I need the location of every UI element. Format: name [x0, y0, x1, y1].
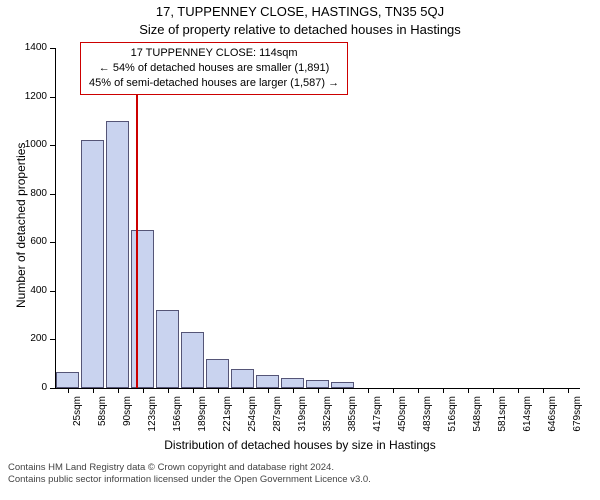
x-tick-mark [368, 388, 369, 393]
x-tick-mark [568, 388, 569, 393]
histogram-bar [131, 230, 155, 388]
info-line-larger: 45% of semi-detached houses are larger (… [89, 76, 339, 91]
x-tick-mark [443, 388, 444, 393]
x-tick-mark [418, 388, 419, 393]
x-tick-mark [93, 388, 94, 393]
x-tick-mark [143, 388, 144, 393]
footer-attribution: Contains HM Land Registry data © Crown c… [8, 462, 371, 487]
y-axis-line [55, 48, 56, 388]
y-tick-mark [50, 388, 55, 389]
info-line-smaller: ← 54% of detached houses are smaller (1,… [89, 61, 339, 76]
info-line-property: 17 TUPPENNEY CLOSE: 114sqm [89, 46, 339, 61]
histogram-bar [281, 378, 305, 388]
footer-line2: Contains public sector information licen… [8, 474, 371, 486]
x-tick-mark [518, 388, 519, 393]
chart-title-subtitle: Size of property relative to detached ho… [0, 22, 600, 37]
y-tick-label: 200 [15, 333, 47, 344]
x-tick-mark [543, 388, 544, 393]
x-tick-mark [68, 388, 69, 393]
x-axis-label: Distribution of detached houses by size … [0, 438, 600, 452]
x-tick-mark [193, 388, 194, 393]
chart-title-address: 17, TUPPENNEY CLOSE, HASTINGS, TN35 5QJ [0, 4, 600, 19]
histogram-bar [206, 359, 230, 388]
y-tick-mark [50, 242, 55, 243]
x-tick-mark [393, 388, 394, 393]
x-tick-mark [318, 388, 319, 393]
x-tick-mark [293, 388, 294, 393]
histogram-bar [181, 332, 205, 388]
y-tick-mark [50, 97, 55, 98]
y-tick-label: 0 [15, 382, 47, 393]
histogram-bar [81, 140, 105, 388]
y-tick-label: 1200 [15, 91, 47, 102]
footer-line1: Contains HM Land Registry data © Crown c… [8, 462, 371, 474]
histogram-bar [106, 121, 130, 388]
x-tick-mark [468, 388, 469, 393]
y-tick-mark [50, 194, 55, 195]
x-tick-mark [118, 388, 119, 393]
x-tick-mark [218, 388, 219, 393]
x-tick-mark [268, 388, 269, 393]
y-tick-mark [50, 339, 55, 340]
histogram-bar [231, 369, 255, 388]
y-tick-mark [50, 145, 55, 146]
histogram-bar [56, 372, 80, 388]
histogram-bar [306, 380, 330, 389]
x-tick-mark [168, 388, 169, 393]
y-axis-label: Number of detached properties [14, 143, 28, 308]
x-tick-mark [493, 388, 494, 393]
plot-area: 020040060080010001200140025sqm58sqm90sqm… [55, 48, 580, 388]
y-tick-label: 1400 [15, 42, 47, 53]
x-tick-mark [343, 388, 344, 393]
property-reference-line [136, 48, 138, 388]
histogram-bar [156, 310, 180, 388]
histogram-bar [256, 375, 280, 388]
info-callout-box: 17 TUPPENNEY CLOSE: 114sqm ← 54% of deta… [80, 42, 348, 95]
x-tick-mark [243, 388, 244, 393]
y-tick-mark [50, 291, 55, 292]
y-tick-mark [50, 48, 55, 49]
chart-container: { "titles": { "line1": "17, TUPPENNEY CL… [0, 0, 600, 500]
